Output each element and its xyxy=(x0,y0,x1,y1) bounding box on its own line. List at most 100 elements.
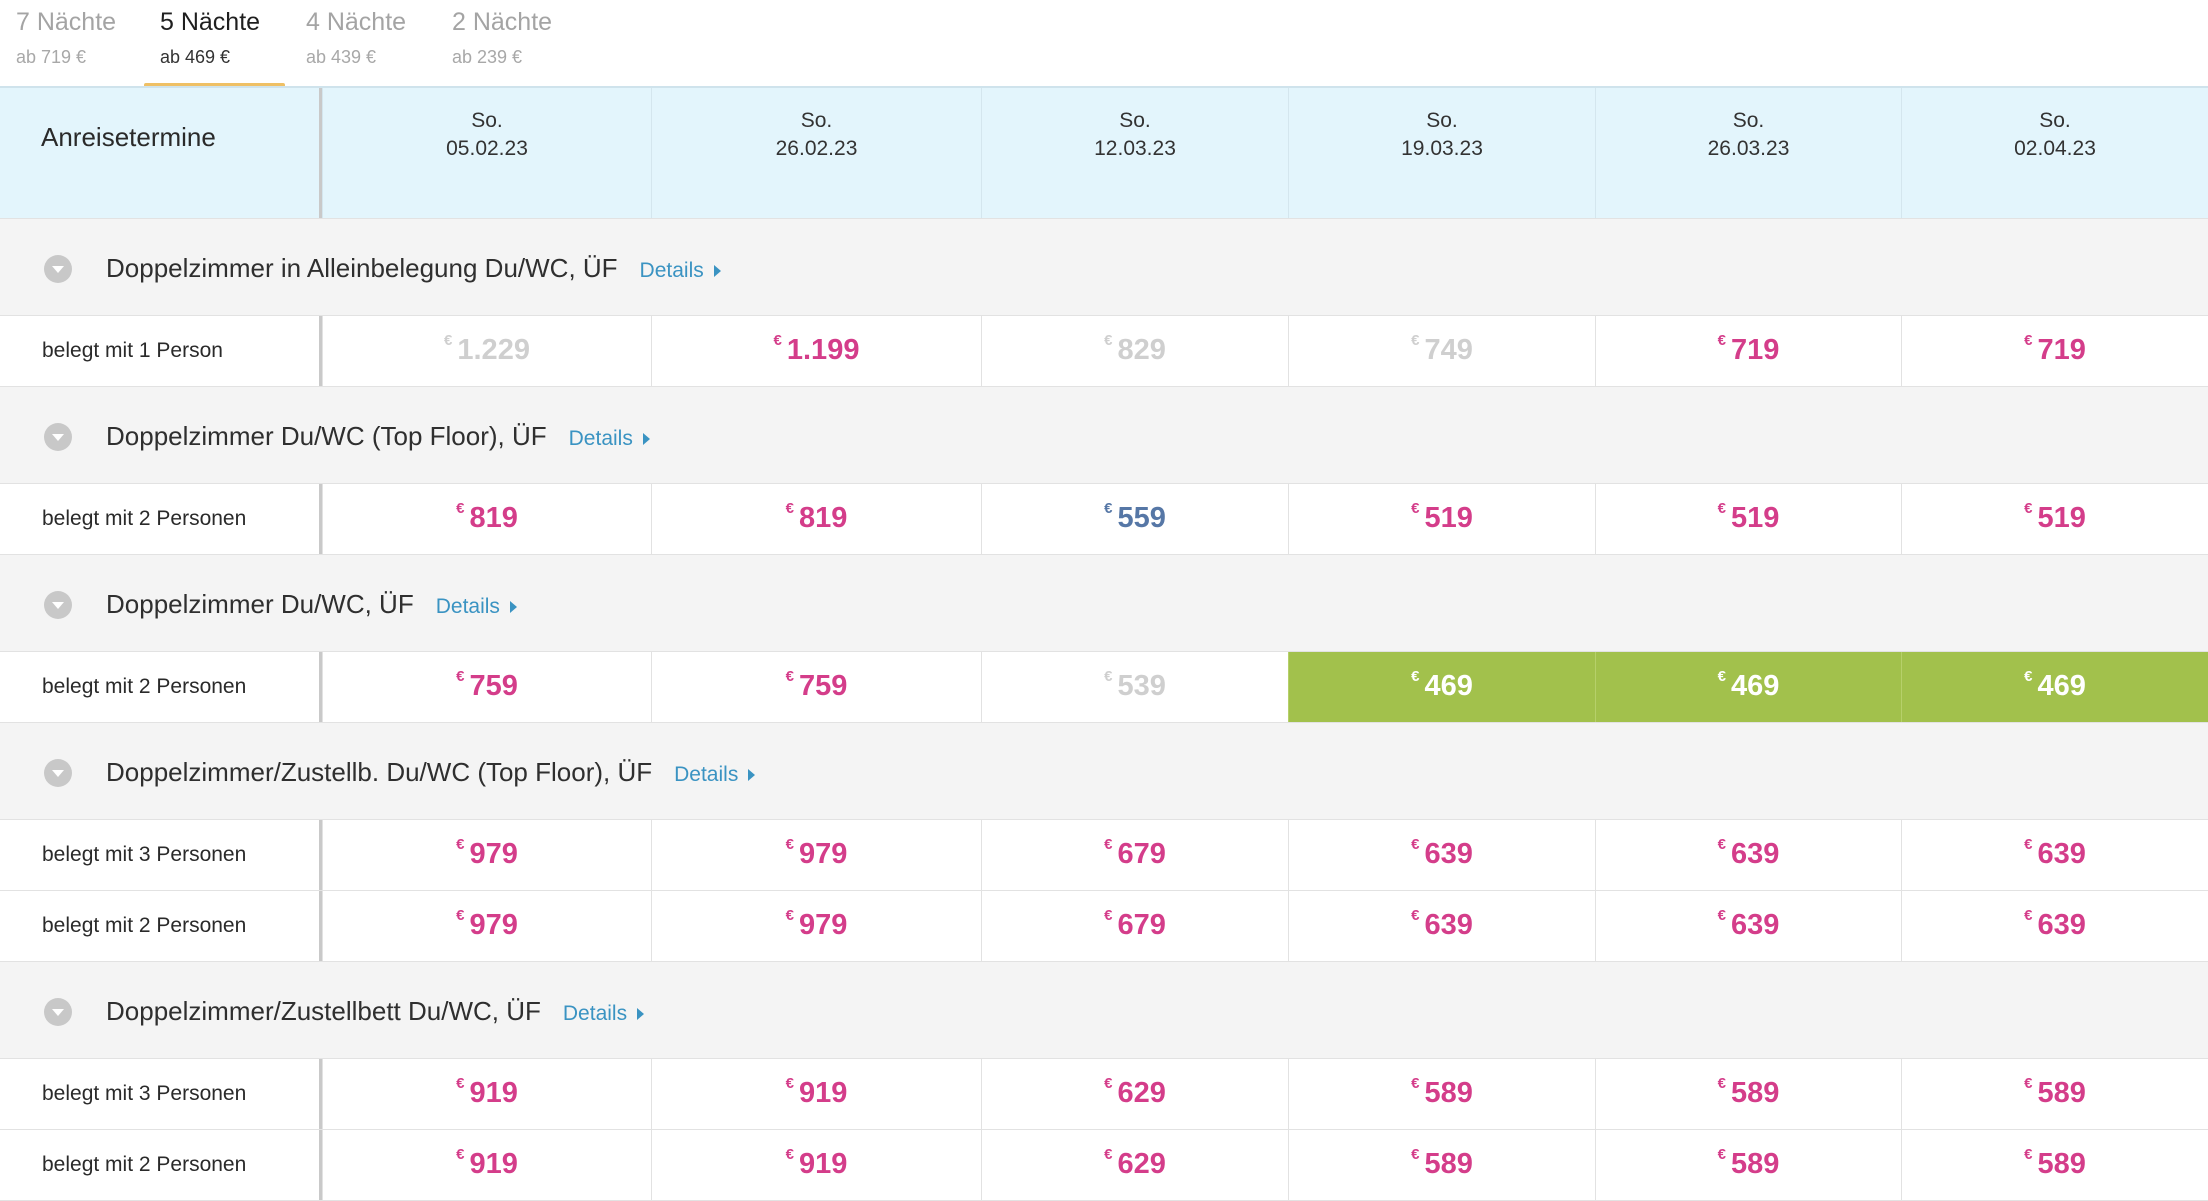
price-cell[interactable]: €589 xyxy=(1595,1059,1901,1129)
room-details-link[interactable]: Details xyxy=(563,1002,644,1025)
price-cell[interactable]: €919 xyxy=(322,1059,651,1129)
price-cell[interactable]: €919 xyxy=(651,1059,981,1129)
arrival-date: 12.03.23 xyxy=(1094,137,1176,160)
room-category-row: Doppelzimmer Du/WC, ÜF Details xyxy=(0,554,2208,651)
tab-7-naechte[interactable]: 7 Nächte ab 719 € xyxy=(0,0,144,88)
price-cell[interactable]: €589 xyxy=(1595,1130,1901,1200)
room-category-name: Doppelzimmer/Zustellbett Du/WC, ÜF xyxy=(106,996,541,1026)
price-cell[interactable]: €519 xyxy=(1595,484,1901,554)
price-cell[interactable]: €919 xyxy=(651,1130,981,1200)
price-cell[interactable]: €679 xyxy=(981,820,1288,890)
price-cell[interactable]: €559 xyxy=(981,484,1288,554)
price-cell[interactable]: €589 xyxy=(1288,1130,1595,1200)
tab-5-naechte[interactable]: 5 Nächte ab 469 € xyxy=(144,0,285,88)
price-value: €539 xyxy=(1104,668,1166,703)
occupancy-label: belegt mit 3 Personen xyxy=(42,1082,247,1105)
occupancy-price-row: belegt mit 2 Personen €919 €919 €629 €589 €58… xyxy=(0,1129,2208,1200)
price-cell[interactable]: €639 xyxy=(1595,820,1901,890)
price-cell[interactable]: €759 xyxy=(651,652,981,722)
price-cell[interactable]: €639 xyxy=(1901,820,2208,890)
arrival-weekday: So. xyxy=(1426,109,1458,132)
price-value: €629 xyxy=(1104,1146,1166,1181)
price-table: Anreisetermine So. 05.02.23 So. 26.02.23 So.… xyxy=(0,86,2208,1201)
price-cell[interactable]: €979 xyxy=(322,820,651,890)
room-details-link[interactable]: Details xyxy=(569,427,650,450)
chevron-down-icon[interactable] xyxy=(44,423,72,451)
price-cell[interactable]: €829 xyxy=(981,316,1288,386)
price-cell[interactable]: €919 xyxy=(322,1130,651,1200)
chevron-down-icon[interactable] xyxy=(44,759,72,787)
price-cell[interactable]: €979 xyxy=(651,891,981,961)
price-amount: 519 xyxy=(1424,502,1473,534)
price-cell[interactable]: €629 xyxy=(981,1130,1288,1200)
tab-2-naechte[interactable]: 2 Nächte ab 239 € xyxy=(436,0,582,88)
price-amount: 469 xyxy=(1424,670,1473,702)
price-cell[interactable]: €639 xyxy=(1288,891,1595,961)
price-cell[interactable]: €539 xyxy=(981,652,1288,722)
price-amount: 829 xyxy=(1117,334,1166,366)
room-category-title: Doppelzimmer Du/WC, ÜF Details xyxy=(106,589,517,620)
price-cell[interactable]: €1.229 xyxy=(322,316,651,386)
price-cell[interactable]: €719 xyxy=(1901,316,2208,386)
price-cell[interactable]: €979 xyxy=(651,820,981,890)
price-cell[interactable]: €759 xyxy=(322,652,651,722)
chevron-down-icon[interactable] xyxy=(44,255,72,283)
price-cell[interactable]: €589 xyxy=(1901,1059,2208,1129)
price-cell[interactable]: €639 xyxy=(1595,891,1901,961)
price-value: €759 xyxy=(456,668,518,703)
chevron-down-icon[interactable] xyxy=(44,998,72,1026)
price-cell[interactable]: €589 xyxy=(1288,1059,1595,1129)
price-cell[interactable]: €979 xyxy=(322,891,651,961)
price-amount: 919 xyxy=(469,1077,518,1109)
room-details-link[interactable]: Details xyxy=(674,763,755,786)
arrival-weekday: So. xyxy=(2039,109,2071,132)
price-cell[interactable]: €749 xyxy=(1288,316,1595,386)
price-value: €919 xyxy=(786,1075,848,1110)
currency-symbol: € xyxy=(2024,1075,2033,1092)
room-details-link[interactable]: Details xyxy=(640,259,721,282)
price-amount: 979 xyxy=(798,909,848,941)
arrival-weekday: So. xyxy=(1732,109,1765,132)
price-amount: 979 xyxy=(469,838,518,870)
price-amount: 979 xyxy=(798,838,848,870)
price-value: €1.199 xyxy=(774,332,860,367)
price-cell[interactable]: €589 xyxy=(1901,1130,2208,1200)
currency-symbol: € xyxy=(785,907,794,924)
currency-symbol: € xyxy=(2024,1146,2033,1163)
price-cell[interactable]: €469 xyxy=(1595,652,1901,722)
price-cell[interactable]: €629 xyxy=(981,1059,1288,1129)
price-amount: 759 xyxy=(469,670,518,702)
occupancy-label: belegt mit 3 Personen xyxy=(42,843,247,866)
price-value: €759 xyxy=(786,668,848,703)
price-cell[interactable]: €1.199 xyxy=(651,316,981,386)
price-value: €639 xyxy=(2024,836,2086,871)
price-amount: 589 xyxy=(1730,1148,1780,1180)
price-amount: 639 xyxy=(1730,909,1780,941)
price-value: €979 xyxy=(785,907,848,942)
currency-symbol: € xyxy=(1717,332,1726,349)
price-cell[interactable]: €469 xyxy=(1288,652,1595,722)
tab-title: 7 Nächte xyxy=(16,8,117,36)
price-cell[interactable]: €679 xyxy=(981,891,1288,961)
chevron-down-icon[interactable] xyxy=(44,591,72,619)
price-cell[interactable]: €639 xyxy=(1901,891,2208,961)
room-details-link[interactable]: Details xyxy=(436,595,517,618)
price-value: €519 xyxy=(1411,500,1473,535)
price-cell[interactable]: €639 xyxy=(1288,820,1595,890)
currency-symbol: € xyxy=(2024,907,2033,924)
arrival-date: 05.02.23 xyxy=(446,137,528,160)
price-cell[interactable]: €819 xyxy=(651,484,981,554)
price-cell[interactable]: €819 xyxy=(322,484,651,554)
tab-title: 5 Nächte xyxy=(160,8,261,36)
price-cell[interactable]: €519 xyxy=(1288,484,1595,554)
price-cell[interactable]: €469 xyxy=(1901,652,2208,722)
price-cell[interactable]: €519 xyxy=(1901,484,2208,554)
price-cell[interactable]: €719 xyxy=(1595,316,1901,386)
nights-tabs: 7 Nächte ab 719 € 5 Nächte ab 469 € 4 Nä… xyxy=(0,0,2208,88)
price-value: €679 xyxy=(1104,836,1166,871)
room-category-row: Doppelzimmer in Alleinbelegung Du/WC, ÜF… xyxy=(0,218,2208,315)
price-value: €829 xyxy=(1104,332,1166,367)
price-value: €639 xyxy=(1717,907,1780,942)
tab-4-naechte[interactable]: 4 Nächte ab 439 € xyxy=(290,0,436,88)
currency-symbol: € xyxy=(1717,907,1726,924)
